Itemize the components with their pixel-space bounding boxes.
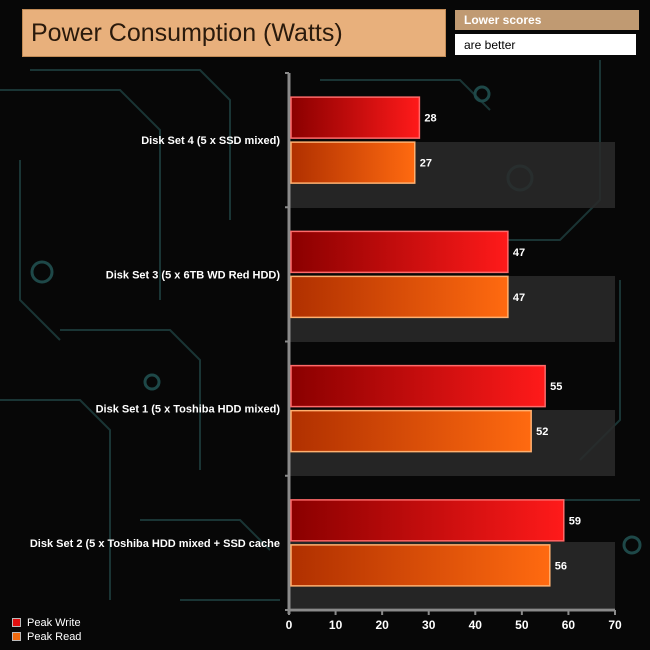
category-label: Disk Set 4 (5 x SSD mixed) <box>141 135 280 147</box>
chart-title: Power Consumption (Watts) <box>31 19 343 47</box>
bar-peak-write <box>290 230 509 274</box>
bar-peak-write <box>290 499 565 542</box>
note-are-better: are better <box>455 34 636 55</box>
data-label: 56 <box>555 560 567 572</box>
data-label: 55 <box>550 381 562 393</box>
x-tick-label: 10 <box>329 618 343 632</box>
x-tick-label: 70 <box>608 618 622 632</box>
bar-peak-write <box>290 96 421 139</box>
legend-swatch-read <box>12 632 21 641</box>
x-tick-label: 40 <box>469 618 483 632</box>
x-tick-label: 30 <box>422 618 436 632</box>
data-label: 47 <box>513 247 525 259</box>
category-label: Disk Set 2 (5 x Toshiba HDD mixed + SSD … <box>30 538 280 550</box>
bar-peak-read <box>290 141 416 184</box>
legend-peak-write: Peak Write <box>12 617 81 629</box>
legend-label-write: Peak Write <box>27 617 81 629</box>
legend-swatch-write <box>12 618 21 627</box>
bar-peak-read <box>290 275 509 319</box>
x-tick-label: 20 <box>375 618 389 632</box>
x-tick-label: 60 <box>562 618 576 632</box>
legend-label-read: Peak Read <box>27 631 82 643</box>
data-label: 28 <box>424 113 436 125</box>
x-tick-label: 0 <box>286 618 293 632</box>
x-tick-label: 50 <box>515 618 529 632</box>
bar-peak-read <box>290 409 532 453</box>
data-label: 59 <box>569 515 581 527</box>
category-label: Disk Set 3 (5 x 6TB WD Red HDD) <box>106 269 281 281</box>
legend-peak-read: Peak Read <box>12 631 81 643</box>
note-lower-scores: Lower scores <box>455 10 639 30</box>
bar-peak-read <box>290 544 551 587</box>
category-label: Disk Set 1 (5 x Toshiba HDD mixed) <box>96 404 281 416</box>
data-label: 52 <box>536 426 548 438</box>
bar-peak-write <box>290 364 546 408</box>
data-label: 47 <box>513 292 525 304</box>
data-label: 27 <box>420 158 432 170</box>
title-box: Power Consumption (Watts) <box>22 9 446 57</box>
